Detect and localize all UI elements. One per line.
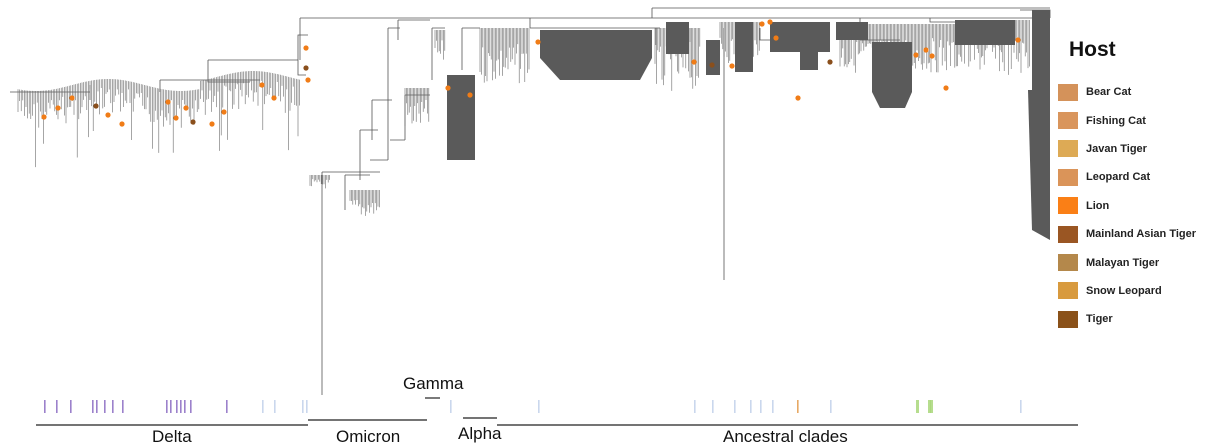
legend-swatch [1058,140,1078,158]
legend-label: Snow Leopard [1086,284,1162,297]
delta-tip-fringe [17,71,300,168]
host-tip-markers [41,19,1021,127]
legend-swatch [1058,112,1078,130]
lineage-strip [44,400,1022,413]
clade-label-ancestral: Ancestral clades [723,427,848,446]
legend-title: Host [1069,38,1116,61]
legend-label: Bear Cat [1086,86,1132,99]
clade-label-delta: Delta [152,427,192,446]
legend-swatch [1058,282,1078,300]
clade-brackets [36,397,1078,426]
legend-item: Mainland Asian Tiger [1058,220,1206,248]
legend-item: Fishing Cat [1058,106,1206,134]
host-legend: Host Bear Cat Fishing Cat Javan Tiger Le… [1058,38,1206,334]
dense-clade-blocks [447,10,1050,240]
legend-swatch [1058,197,1078,215]
legend-item: Leopard Cat [1058,163,1206,191]
legend-item: Malayan Tiger [1058,248,1206,276]
legend-item: Bear Cat [1058,78,1206,106]
legend-label: Leopard Cat [1086,171,1151,184]
legend-swatch [1058,168,1078,186]
clade-label-omicron: Omicron [336,427,401,446]
legend-item: Lion [1058,192,1206,220]
clade-label-alpha: Alpha [458,424,502,443]
legend-label: Lion [1086,199,1110,212]
clade-label-gamma: Gamma [403,374,464,393]
legend-swatch [1058,254,1078,272]
legend-label: Javan Tiger [1086,142,1147,155]
tree-branches [10,7,1051,395]
legend-label: Tiger [1086,313,1113,326]
legend-item: Tiger [1058,305,1206,333]
legend-swatch [1058,225,1078,243]
legend-label: Malayan Tiger [1086,256,1160,269]
legend-swatch [1058,83,1078,101]
legend-label: Mainland Asian Tiger [1086,228,1197,241]
legend-label: Fishing Cat [1086,114,1146,127]
legend-swatch [1058,310,1078,328]
legend-item: Javan Tiger [1058,135,1206,163]
legend-item: Snow Leopard [1058,277,1206,305]
